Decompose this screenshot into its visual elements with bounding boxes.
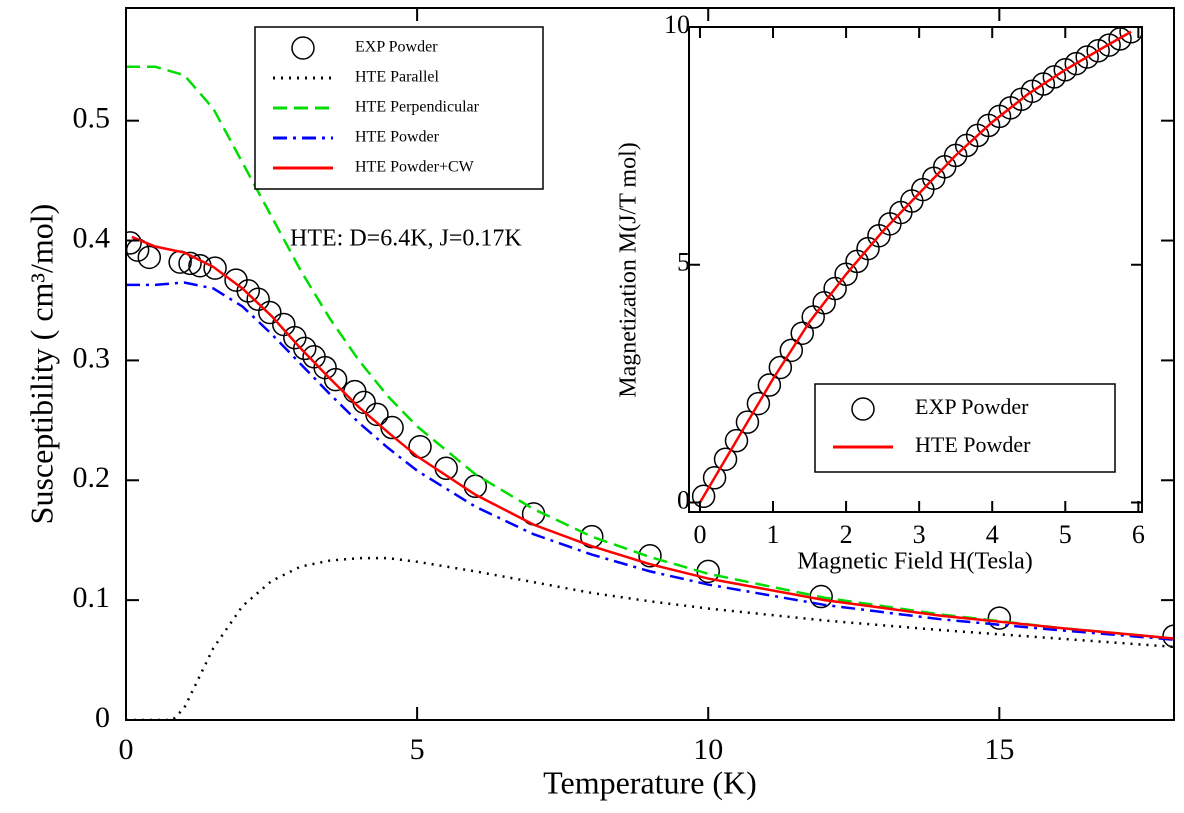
data-point (126, 231, 142, 255)
y-tick-label: 5 (677, 248, 690, 277)
data-point (1053, 58, 1078, 82)
legend-label: HTE Perpendicular (355, 99, 480, 116)
data-point (1162, 624, 1174, 648)
legend-marker (851, 397, 875, 421)
legend: EXP Powder HTE Powder (814, 383, 1116, 473)
data-point (691, 484, 716, 509)
data-point (258, 300, 282, 325)
x-tick-label: 10 (693, 733, 723, 766)
y-tick-label: 10 (664, 10, 690, 39)
legend-label: HTE Powder+CW (355, 159, 475, 176)
x-tick-label: 5 (410, 733, 425, 766)
data-point (790, 321, 814, 345)
data-point (580, 524, 604, 549)
y-tick-label: 0.4 (73, 221, 111, 254)
y-tick-label: 0 (95, 701, 110, 734)
data-point (203, 256, 227, 280)
data-point (746, 391, 771, 416)
data-point (1075, 45, 1099, 69)
data-point (1064, 51, 1088, 76)
legend-label: HTE Powder (355, 129, 440, 146)
y-tick-label: 0.5 (73, 102, 111, 135)
data-group (126, 65, 1174, 720)
x-tick-label: 0 (119, 733, 134, 766)
x-tick-label: 4 (986, 520, 999, 549)
data-point (246, 287, 270, 312)
x-tick-label: 0 (693, 520, 706, 549)
x-tick-label: 2 (840, 520, 853, 549)
x-tick-label: 6 (1132, 520, 1145, 549)
plot-1: 0 1 2 3 4 5 6 0 5 10 Magnetic Field H(Tesla) Magnet… (616, 10, 1145, 575)
legend-marker (291, 36, 315, 60)
legend-label: EXP Powder (355, 39, 438, 56)
x-tick-label: 15 (984, 733, 1014, 766)
data-point (757, 373, 782, 397)
y-tick-label: 0 (677, 485, 690, 514)
data-point (137, 245, 162, 270)
data-point (1119, 27, 1142, 44)
x-tick-label: 1 (767, 520, 780, 549)
data-point (779, 338, 804, 363)
x-tick-label: 3 (913, 520, 926, 549)
x-axis-label: Temperature (K) (543, 764, 757, 800)
data-point (236, 279, 261, 303)
y-tick-label: 0.3 (73, 341, 111, 374)
data-point (178, 251, 202, 276)
y-axis-label: Susceptibility ( cm³/mol) (23, 204, 59, 525)
data-point (638, 544, 662, 568)
annotation: HTE: D=6.4K, J=0.17K (290, 226, 522, 252)
plot-frame (125, 7, 1175, 721)
data-point (292, 336, 317, 361)
data-line (126, 556, 1174, 720)
data-point (702, 466, 727, 490)
data-point (987, 606, 1012, 630)
y-tick-label: 0.1 (73, 581, 111, 614)
legend-label: EXP Powder (915, 394, 1029, 419)
data-point (724, 428, 749, 453)
y-axis-label: Magnetization M(J/T mol) (616, 142, 642, 398)
legend-label: HTE Powder (915, 432, 1031, 457)
data-line (131, 235, 1174, 640)
plot-frame (688, 26, 1143, 513)
x-axis-label: Magnetic Field H(Tesla) (797, 549, 1033, 575)
legend: EXP Powder HTE Parallel HTE Perpendicular H… (254, 26, 544, 190)
data-point (323, 367, 348, 392)
data-point (713, 447, 738, 471)
data-line (698, 30, 1132, 504)
data-group (691, 27, 1142, 509)
data-line (126, 281, 1174, 641)
legend-label: HTE Parallel (355, 69, 440, 86)
data-point (1097, 33, 1121, 57)
y-tick-label: 0.2 (73, 461, 111, 494)
x-tick-label: 5 (1059, 520, 1072, 549)
data-point (768, 355, 793, 380)
data-line (126, 65, 1174, 640)
data-point (735, 410, 760, 434)
data-point (1086, 39, 1110, 63)
